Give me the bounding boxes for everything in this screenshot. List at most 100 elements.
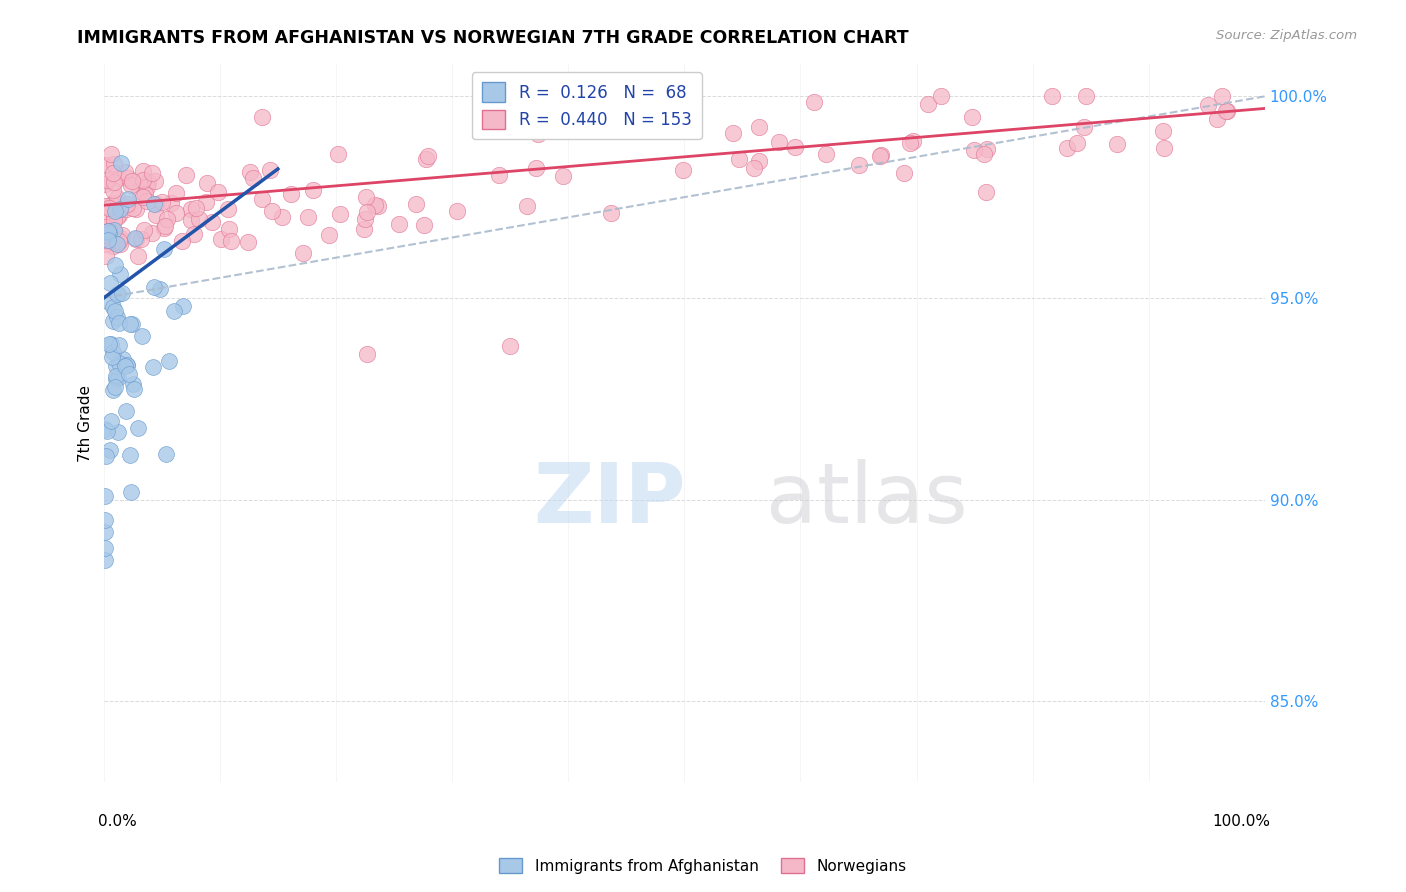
Point <box>94 220 117 235</box>
Point <box>94 524 117 539</box>
Point <box>121 377 143 392</box>
Point <box>127 249 149 263</box>
Point <box>1152 124 1174 138</box>
Point <box>318 227 340 242</box>
Point <box>242 171 264 186</box>
Point <box>105 369 128 384</box>
Point <box>1153 141 1175 155</box>
Point <box>110 267 132 281</box>
Point <box>1105 137 1128 152</box>
Point <box>499 339 522 353</box>
Point <box>869 149 891 163</box>
Point <box>156 212 179 227</box>
Point <box>145 197 167 211</box>
Point <box>742 161 765 176</box>
Point <box>104 372 127 386</box>
Point <box>101 165 124 179</box>
Point <box>721 126 744 140</box>
Point <box>94 231 117 245</box>
Point <box>262 203 284 218</box>
Point <box>974 185 997 199</box>
Point <box>748 154 770 169</box>
Point <box>117 367 139 381</box>
Point <box>114 165 136 179</box>
Point <box>94 422 117 436</box>
Point <box>94 236 117 251</box>
Point <box>108 171 131 186</box>
Point <box>898 136 921 150</box>
Point <box>108 231 131 245</box>
Point <box>217 202 239 216</box>
Point <box>125 202 148 216</box>
Point <box>94 450 117 464</box>
Point <box>103 223 125 237</box>
Point <box>893 166 915 180</box>
Point <box>98 336 121 351</box>
Point <box>101 239 124 253</box>
Point <box>142 279 165 293</box>
Point <box>117 171 139 186</box>
Point <box>107 208 129 222</box>
Point <box>101 197 124 211</box>
Point <box>101 383 124 397</box>
Point <box>104 379 127 393</box>
Point <box>97 227 120 241</box>
Legend: Immigrants from Afghanistan, Norwegians: Immigrants from Afghanistan, Norwegians <box>494 852 912 880</box>
Point <box>100 337 122 351</box>
Y-axis label: 7th Grade: 7th Grade <box>79 384 93 461</box>
Point <box>527 128 550 142</box>
Point <box>124 383 146 397</box>
Point <box>209 232 232 246</box>
Point <box>98 202 121 216</box>
Point <box>108 202 131 216</box>
Point <box>415 153 437 167</box>
Point <box>163 304 186 318</box>
Point <box>98 442 121 457</box>
Point <box>94 553 117 567</box>
Point <box>132 173 155 187</box>
Point <box>127 420 149 434</box>
Point <box>105 286 128 301</box>
Point <box>149 282 172 296</box>
Point <box>551 169 574 184</box>
Point <box>103 300 125 314</box>
Point <box>107 425 129 439</box>
Point <box>1040 89 1063 103</box>
Point <box>153 221 176 235</box>
Point <box>105 236 128 251</box>
Point <box>803 95 825 109</box>
Point <box>326 147 349 161</box>
Point <box>488 168 510 182</box>
Point <box>105 196 128 211</box>
Point <box>292 246 315 260</box>
Point <box>125 232 148 246</box>
Point <box>110 236 132 251</box>
Point <box>219 234 242 248</box>
Point <box>250 111 273 125</box>
Point <box>1211 89 1233 103</box>
Point <box>1206 112 1229 126</box>
Point <box>271 210 294 224</box>
Point <box>96 424 118 438</box>
Point <box>103 157 125 171</box>
Point <box>174 168 197 182</box>
Point <box>367 199 389 213</box>
Point <box>111 285 134 300</box>
Point <box>236 235 259 249</box>
Point <box>104 204 127 219</box>
Point <box>870 147 893 161</box>
Point <box>301 183 323 197</box>
Point <box>94 227 117 242</box>
Point <box>1197 97 1219 112</box>
Point <box>108 355 131 369</box>
Point <box>100 147 122 161</box>
Point <box>100 277 122 291</box>
Point <box>122 201 145 215</box>
Point <box>973 147 995 161</box>
Point <box>105 210 128 224</box>
Legend: R =  0.126   N =  68, R =  0.440   N = 153: R = 0.126 N = 68, R = 0.440 N = 153 <box>472 72 702 139</box>
Point <box>118 317 141 331</box>
Point <box>929 89 952 103</box>
Point <box>108 234 131 248</box>
Point <box>115 404 138 418</box>
